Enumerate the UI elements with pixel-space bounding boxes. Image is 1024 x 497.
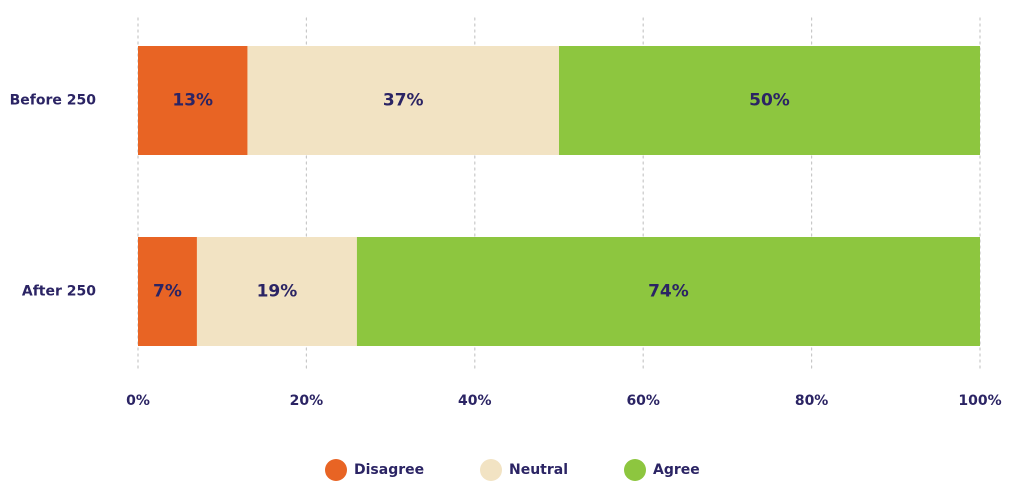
legend-label: Agree	[653, 462, 700, 478]
x-tick-label: 40%	[458, 393, 492, 409]
bar-segment-agree[interactable]	[356, 237, 980, 346]
x-tick-label: 80%	[795, 393, 829, 409]
data-label: 19%	[257, 282, 298, 302]
bars	[138, 46, 980, 346]
bar-segment-disagree[interactable]	[138, 46, 248, 155]
legend-item-disagree[interactable]: Disagree	[325, 459, 424, 481]
x-tick-label: 20%	[290, 393, 324, 409]
category-label: Before 250	[10, 93, 97, 109]
data-label: 13%	[172, 91, 213, 111]
bar-value-labels: 13% 37% 50% 7% 19% 74%	[153, 91, 790, 302]
x-tick-label: 0%	[126, 393, 150, 409]
legend-item-neutral[interactable]: Neutral	[480, 459, 568, 481]
legend-swatch	[480, 459, 502, 481]
legend-swatch	[325, 459, 347, 481]
data-label: 37%	[383, 91, 424, 111]
bar-segment-neutral[interactable]	[196, 237, 357, 346]
legend-item-agree[interactable]: Agree	[624, 459, 700, 481]
x-axis: 0% 20% 40% 60% 80% 100%	[126, 393, 1002, 409]
legend-label: Disagree	[354, 462, 424, 478]
legend[interactable]: Disagree Neutral Agree	[325, 459, 700, 481]
legend-swatch	[624, 459, 646, 481]
data-label: 7%	[153, 282, 182, 302]
data-label: 50%	[749, 91, 790, 111]
bar-segment-disagree[interactable]	[138, 237, 197, 346]
category-label: After 250	[22, 284, 96, 300]
category-axis: Before 250 After 250	[10, 93, 97, 300]
x-tick-label: 60%	[626, 393, 660, 409]
legend-label: Neutral	[509, 462, 568, 478]
bar-segment-neutral[interactable]	[247, 46, 559, 155]
x-tick-label: 100%	[958, 393, 1001, 409]
bar-segment-agree[interactable]	[559, 46, 980, 155]
data-label: 74%	[648, 282, 689, 302]
